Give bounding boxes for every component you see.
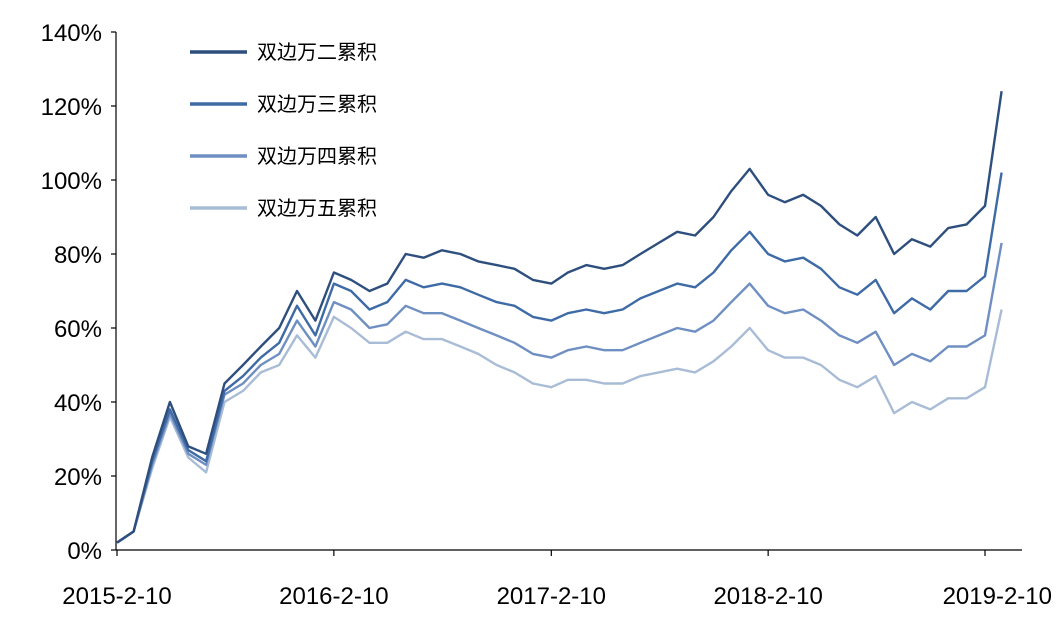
series-line <box>116 172 1003 544</box>
y-tick-label: 80% <box>54 242 102 269</box>
y-tick-label: 0% <box>67 538 102 565</box>
x-tick-label: 2017-2-10 <box>497 583 606 610</box>
x-tick-label: 2018-2-10 <box>713 583 822 610</box>
legend-label: 双边万二累积 <box>257 40 377 64</box>
x-axis: 2015-2-10 2016-2-10 2017-2-10 2018-2-10 2019… <box>62 549 1052 610</box>
y-tick-label: 60% <box>54 316 102 343</box>
x-ticks: 2015-2-10 2016-2-10 2017-2-10 2018-2-10 2019… <box>62 550 1052 610</box>
y-tick-label: 20% <box>54 464 102 491</box>
x-tick-label: 2015-2-10 <box>62 583 171 610</box>
series-line <box>116 242 1003 544</box>
series-line <box>116 91 1003 544</box>
y-tick-label: 40% <box>54 390 102 417</box>
legend-label: 双边万四累积 <box>257 144 377 168</box>
x-tick-label: 2016-2-10 <box>279 583 388 610</box>
legend-label: 双边万五累积 <box>257 196 377 220</box>
y-tick-label: 140% <box>41 20 102 47</box>
y-ticks: 0% 20% 40% 60% 80% 100% 120% 140% <box>41 20 116 565</box>
legend-label: 双边万三累积 <box>257 92 377 116</box>
series-line <box>116 309 1003 544</box>
y-tick-label: 120% <box>41 94 102 121</box>
y-tick-label: 100% <box>41 168 102 195</box>
y-axis: 0% 20% 40% 60% 80% 100% 120% 140% <box>41 20 117 565</box>
series-lines <box>116 91 1003 544</box>
x-tick-label: 2019-2-10 <box>943 583 1052 610</box>
